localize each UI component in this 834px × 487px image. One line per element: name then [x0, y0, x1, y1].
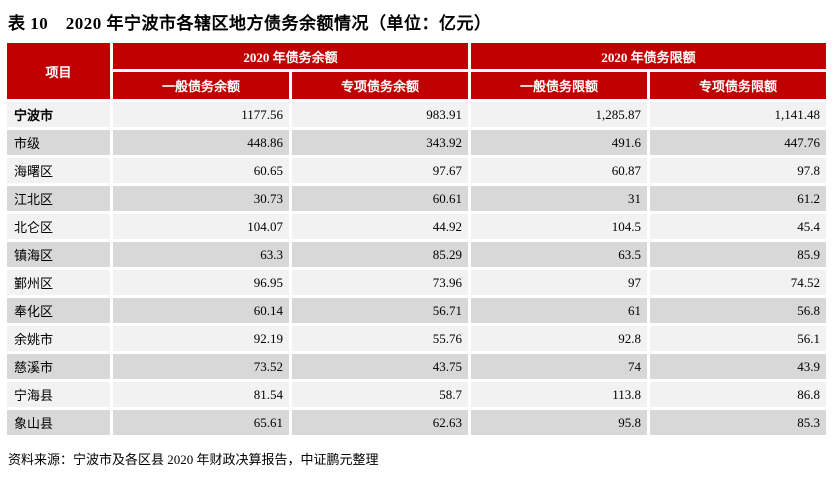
- cell-value: 343.92: [292, 130, 468, 155]
- cell-value: 74.52: [650, 270, 826, 295]
- table-title: 表 10 2020 年宁波市各辖区地方债务余额情况（单位：亿元）: [8, 14, 492, 33]
- cell-value: 56.8: [650, 298, 826, 323]
- cell-value: 43.75: [292, 354, 468, 379]
- header-group-row: 项目 2020 年债务余额 2020 年债务限额: [7, 43, 826, 99]
- group-header-debt-limit: 2020 年债务限额: [471, 43, 826, 69]
- cell-value: 447.76: [650, 130, 826, 155]
- cell-value: 1177.56: [113, 102, 289, 127]
- header-sub-row: 一般债务余额 专项债务余额 一般债务限额 专项债务限额: [7, 72, 826, 99]
- table-row: 北仑区 104.07 44.92 104.5 45.4: [7, 214, 826, 239]
- table-row: 余姚市 92.19 55.76 92.8 56.1: [7, 326, 826, 351]
- sub-header-col-0: 一般债务余额: [113, 72, 289, 99]
- cell-value: 61: [471, 298, 647, 323]
- table-row: 慈溪市 73.52 43.75 74 43.9: [7, 354, 826, 379]
- table-row: 奉化区 60.14 56.71 61 56.8: [7, 298, 826, 323]
- cell-value: 113.8: [471, 382, 647, 407]
- row-label: 江北区: [7, 186, 110, 211]
- cell-value: 62.63: [292, 410, 468, 435]
- cell-value: 1,285.87: [471, 102, 647, 127]
- cell-value: 92.8: [471, 326, 647, 351]
- cell-value: 448.86: [113, 130, 289, 155]
- row-label: 北仑区: [7, 214, 110, 239]
- sub-header-col-3: 专项债务限额: [650, 72, 826, 99]
- cell-value: 56.71: [292, 298, 468, 323]
- group-header-debt-balance: 2020 年债务余额: [113, 43, 468, 69]
- sub-header-col-1: 专项债务余额: [292, 72, 468, 99]
- row-label: 余姚市: [7, 326, 110, 351]
- cell-value: 104.07: [113, 214, 289, 239]
- cell-value: 85.3: [650, 410, 826, 435]
- cell-value: 60.87: [471, 158, 647, 183]
- cell-value: 95.8: [471, 410, 647, 435]
- row-label: 市级: [7, 130, 110, 155]
- cell-value: 85.29: [292, 242, 468, 267]
- row-label: 象山县: [7, 410, 110, 435]
- report-page: 表 10 2020 年宁波市各辖区地方债务余额情况（单位：亿元） 项目 2020…: [0, 9, 834, 468]
- cell-value: 97.8: [650, 158, 826, 183]
- cell-value: 44.92: [292, 214, 468, 239]
- table-row: 鄞州区 96.95 73.96 97 74.52: [7, 270, 826, 295]
- cell-value: 55.76: [292, 326, 468, 351]
- cell-value: 92.19: [113, 326, 289, 351]
- table-row: 宁波市 1177.56 983.91 1,285.87 1,141.48: [7, 102, 826, 127]
- corner-header-item: 项目: [7, 43, 110, 99]
- cell-value: 61.2: [650, 186, 826, 211]
- cell-value: 97: [471, 270, 647, 295]
- cell-value: 45.4: [650, 214, 826, 239]
- cell-value: 60.14: [113, 298, 289, 323]
- cell-value: 60.61: [292, 186, 468, 211]
- debt-table: 项目 2020 年债务余额 2020 年债务限额 一般债务余额 专项债务余额 一般债…: [4, 40, 829, 438]
- cell-value: 63.3: [113, 242, 289, 267]
- cell-value: 73.52: [113, 354, 289, 379]
- cell-value: 81.54: [113, 382, 289, 407]
- sub-header-col-2: 一般债务限额: [471, 72, 647, 99]
- row-label: 奉化区: [7, 298, 110, 323]
- cell-value: 96.95: [113, 270, 289, 295]
- cell-value: 31: [471, 186, 647, 211]
- table-row: 镇海区 63.3 85.29 63.5 85.9: [7, 242, 826, 267]
- debt-table-header: 项目 2020 年债务余额 2020 年债务限额 一般债务余额 专项债务余额 一般债…: [7, 43, 826, 99]
- row-label: 鄞州区: [7, 270, 110, 295]
- cell-value: 73.96: [292, 270, 468, 295]
- cell-value: 86.8: [650, 382, 826, 407]
- cell-value: 60.65: [113, 158, 289, 183]
- row-label: 海曙区: [7, 158, 110, 183]
- cell-value: 63.5: [471, 242, 647, 267]
- cell-value: 58.7: [292, 382, 468, 407]
- debt-table-body: 宁波市 1177.56 983.91 1,285.87 1,141.48 市级 448.86…: [7, 102, 826, 435]
- cell-value: 56.1: [650, 326, 826, 351]
- cell-value: 104.5: [471, 214, 647, 239]
- table-row: 海曙区 60.65 97.67 60.87 97.8: [7, 158, 826, 183]
- cell-value: 30.73: [113, 186, 289, 211]
- table-row: 宁海县 81.54 58.7 113.8 86.8: [7, 382, 826, 407]
- table-row: 象山县 65.61 62.63 95.8 85.3: [7, 410, 826, 435]
- source-note: 资料来源：宁波市及各区县 2020 年财政决算报告，中证鹏元整理: [8, 452, 379, 467]
- row-label: 宁波市: [7, 102, 110, 127]
- table-row: 市级 448.86 343.92 491.6 447.76: [7, 130, 826, 155]
- cell-value: 74: [471, 354, 647, 379]
- cell-value: 85.9: [650, 242, 826, 267]
- cell-value: 983.91: [292, 102, 468, 127]
- cell-value: 43.9: [650, 354, 826, 379]
- row-label: 慈溪市: [7, 354, 110, 379]
- row-label: 宁海县: [7, 382, 110, 407]
- table-row: 江北区 30.73 60.61 31 61.2: [7, 186, 826, 211]
- cell-value: 491.6: [471, 130, 647, 155]
- cell-value: 97.67: [292, 158, 468, 183]
- row-label: 镇海区: [7, 242, 110, 267]
- cell-value: 1,141.48: [650, 102, 826, 127]
- cell-value: 65.61: [113, 410, 289, 435]
